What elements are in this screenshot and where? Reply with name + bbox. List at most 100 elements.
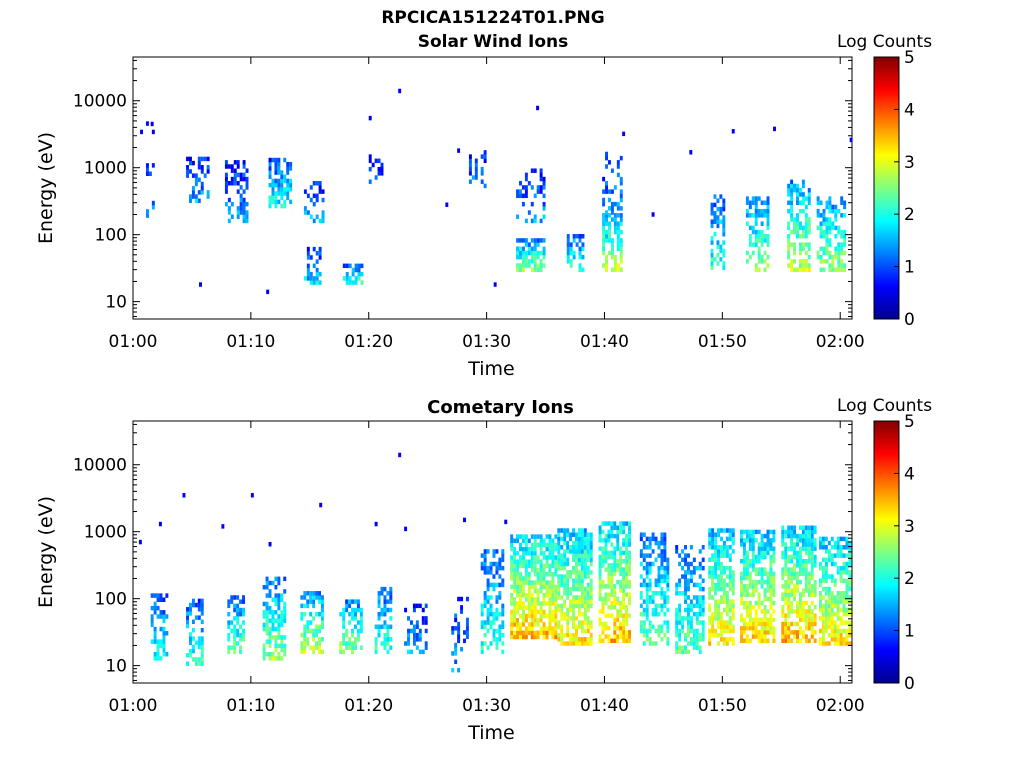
spectrogram-cell <box>516 246 520 252</box>
spectrogram-cell <box>748 200 752 206</box>
spectrogram-cell <box>265 610 269 615</box>
spectrogram-cell <box>698 649 702 655</box>
spectrogram-cell <box>563 574 567 579</box>
spectrogram-cell <box>548 546 552 552</box>
spectrogram-cell <box>418 628 422 634</box>
spectrogram-cell <box>318 645 321 650</box>
spectrogram-cell <box>819 616 822 621</box>
spectrogram-cell <box>489 607 493 613</box>
spectrogram-cell <box>760 630 764 635</box>
spectrogram-cell <box>354 607 357 613</box>
spectrogram-cell <box>839 616 843 621</box>
spectrogram-cell <box>489 620 493 625</box>
spectrogram-cell <box>604 592 608 597</box>
spectrogram-cell <box>604 550 608 556</box>
spectrogram-cell <box>769 630 773 635</box>
spectrogram-cell <box>605 259 609 264</box>
spectrogram-cell <box>580 553 584 558</box>
spectrogram-cell <box>763 267 767 272</box>
spectrogram-cell <box>524 542 528 548</box>
spectrogram-cell <box>796 221 799 226</box>
spectrogram-cell <box>377 603 381 609</box>
spectrogram-cell <box>628 554 631 560</box>
spectrogram-cell <box>356 603 360 609</box>
spectrogram-cell <box>824 545 828 550</box>
spectrogram-cell <box>521 246 525 252</box>
spectrogram-cell <box>542 263 546 268</box>
spectrogram-cell <box>380 171 384 176</box>
spectrogram-cell <box>486 645 490 650</box>
spectrogram-cell <box>554 534 558 539</box>
spectrogram-cell <box>454 659 458 665</box>
spectrogram-cell <box>530 250 534 256</box>
spectrogram-cell <box>781 571 785 577</box>
spectrogram-cell <box>524 250 528 256</box>
spectrogram-cell <box>790 621 794 627</box>
spectrogram-cell <box>572 586 576 592</box>
spectrogram-cell <box>821 536 825 542</box>
spectrogram-cell <box>798 609 802 614</box>
spectrogram-cell <box>145 167 149 172</box>
spectrogram-cell <box>286 178 290 184</box>
spectrogram-cell <box>498 624 502 630</box>
spectrogram-cell <box>781 533 785 539</box>
spectrogram-cell <box>418 603 422 609</box>
spectrogram-cell <box>575 586 578 592</box>
spectrogram-cell <box>710 202 714 208</box>
spectrogram-cell <box>289 199 293 205</box>
spectrogram-cell <box>510 576 514 581</box>
spectrogram-cell <box>848 570 852 575</box>
spectrogram-cell <box>796 563 799 568</box>
spectrogram-cell <box>798 246 802 252</box>
spectrogram-cell <box>530 259 534 264</box>
spectrogram-cell <box>717 632 720 638</box>
spectrogram-cell <box>754 229 758 235</box>
spectrogram-cell <box>754 609 758 614</box>
spectrogram-cell <box>619 609 623 614</box>
spectrogram-cell <box>695 632 699 638</box>
spectrogram-cell <box>763 208 767 214</box>
spectrogram-cell <box>742 554 746 560</box>
spectrogram-cell <box>645 582 649 588</box>
spectrogram-cell <box>675 582 679 588</box>
spectrogram-cell <box>589 632 593 638</box>
spectrogram-cell <box>840 250 844 256</box>
spectrogram-cell <box>701 586 705 592</box>
spectrogram-cell <box>489 595 493 600</box>
spectrogram-cell <box>309 591 313 596</box>
spectrogram-cell <box>236 641 240 646</box>
spectrogram-cell <box>580 574 584 579</box>
spectrogram-point <box>504 519 508 525</box>
spectrogram-cell <box>513 605 517 610</box>
spectrogram-cell <box>230 628 234 634</box>
spectrogram-cell <box>265 618 269 623</box>
spectrogram-cell <box>728 578 732 583</box>
spectrogram-cell <box>533 542 537 548</box>
spectrogram-cell <box>701 603 705 609</box>
spectrogram-cell <box>451 667 455 673</box>
spectrogram-cell <box>605 221 609 226</box>
spectrogram-cell <box>572 599 576 604</box>
spectrogram-cell <box>710 257 714 262</box>
spectrogram-cell <box>386 591 390 596</box>
spectrogram-cell <box>625 533 629 539</box>
spectrogram-cell <box>575 234 579 239</box>
spectrogram-cell <box>203 173 207 178</box>
spectrogram-cell <box>845 540 849 546</box>
spectrogram-cell <box>519 534 522 539</box>
spectrogram-cell <box>716 223 720 229</box>
spectrogram-cell <box>804 546 808 551</box>
spectrogram-cell <box>551 584 555 590</box>
spectrogram-cell <box>728 586 732 592</box>
spectrogram-cell <box>586 603 590 609</box>
spectrogram-cell <box>480 166 484 172</box>
colorbar-tick-label: 3 <box>904 153 915 173</box>
spectrogram-cell <box>236 628 240 634</box>
spectrogram-cell <box>280 635 284 640</box>
spectrogram-cell <box>586 570 590 575</box>
spectrogram-cell <box>380 586 384 592</box>
spectrogram-cell <box>242 637 245 642</box>
spectrogram-cell <box>586 582 590 588</box>
spectrogram-cell <box>810 588 814 593</box>
spectrogram-cell <box>801 630 805 635</box>
